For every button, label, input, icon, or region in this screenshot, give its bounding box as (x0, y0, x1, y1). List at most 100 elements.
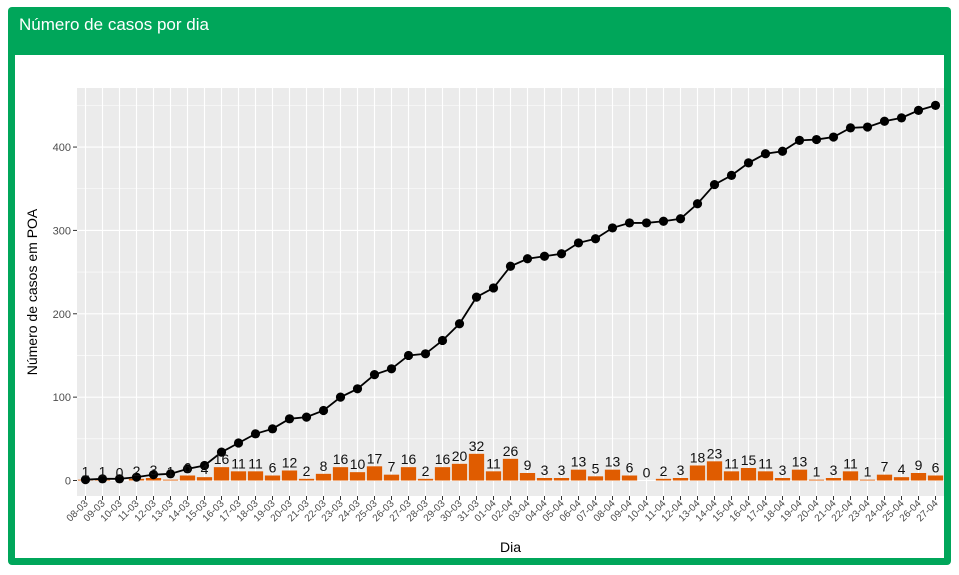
bar-label-25-03: 17 (367, 450, 383, 466)
bar-label-17-03: 11 (231, 455, 246, 471)
bar-label-16-04: 15 (741, 452, 757, 468)
bar-13-04 (689, 465, 706, 481)
y-tick-label: 200 (53, 309, 71, 321)
cumulative-point-18-03 (250, 429, 261, 439)
bar-16-04 (740, 467, 757, 481)
bar-label-31-03: 32 (469, 438, 485, 454)
bar-12-04 (672, 477, 689, 481)
cumulative-point-30-03 (454, 319, 465, 329)
bar-20-03 (281, 470, 298, 481)
cumulative-point-07-04 (590, 234, 601, 244)
cumulative-point-02-04 (505, 261, 516, 271)
bar-30-03 (451, 463, 468, 481)
bar-08-04 (604, 469, 621, 481)
bar-label-21-04: 3 (830, 462, 838, 478)
y-tick-label: 300 (53, 225, 71, 237)
bar-09-04 (621, 475, 638, 481)
bar-27-04 (927, 475, 944, 481)
bar-29-03 (434, 467, 451, 481)
bar-label-12-04: 3 (677, 462, 685, 478)
bar-label-18-04: 3 (779, 462, 787, 478)
bar-07-04 (587, 476, 604, 481)
bar-label-01-04: 11 (486, 455, 501, 471)
cumulative-point-11-03 (131, 472, 142, 482)
cumulative-point-15-03 (199, 460, 210, 471)
bar-label-20-04: 1 (813, 464, 821, 480)
bar-label-25-04: 4 (898, 461, 906, 477)
bar-label-21-03: 2 (303, 463, 311, 479)
bar-15-03 (196, 477, 213, 481)
cumulative-point-17-03 (233, 438, 244, 448)
bar-label-22-04: 11 (843, 455, 858, 471)
cumulative-point-25-04 (896, 113, 907, 123)
cumulative-point-05-04 (556, 249, 567, 259)
cumulative-point-06-04 (573, 238, 584, 248)
bar-label-14-04: 23 (707, 445, 723, 461)
bar-26-03 (383, 474, 400, 481)
bar-label-27-03: 16 (401, 451, 417, 467)
bar-label-12-03: 3 (150, 462, 158, 478)
cumulative-point-24-04 (879, 116, 890, 126)
cumulative-point-09-03 (97, 474, 108, 484)
bar-28-03 (417, 478, 434, 481)
bar-18-03 (247, 471, 264, 481)
cumulative-point-21-04 (828, 132, 839, 142)
bar-label-28-03: 2 (422, 463, 430, 479)
bar-27-03 (400, 467, 417, 481)
card-body: 0 100 200 300 400 1 1 0 2 3 1 6 4 16 11 11 6 12 2 8 16 10 17 7 1… (15, 55, 944, 558)
y-tick-label: 0 (65, 476, 71, 488)
bar-label-22-03: 8 (320, 458, 328, 474)
bar-17-04 (757, 471, 774, 481)
cumulative-point-25-03 (369, 370, 380, 380)
bar-label-03-04: 9 (524, 457, 532, 473)
bar-21-04 (825, 477, 842, 481)
cumulative-point-31-03 (471, 292, 482, 302)
cumulative-point-27-03 (403, 350, 414, 361)
bar-label-30-03: 20 (452, 448, 468, 464)
cumulative-point-24-03 (352, 384, 363, 394)
bar-17-03 (230, 471, 247, 481)
bar-label-24-03: 10 (350, 456, 366, 472)
bar-13-03 (162, 479, 179, 481)
bar-label-26-03: 7 (388, 459, 396, 475)
bar-02-04 (502, 458, 519, 481)
x-axis-title: Dia (500, 539, 521, 555)
bar-01-04 (485, 471, 502, 481)
bar-label-10-03: 0 (116, 465, 124, 481)
cumulative-point-21-03 (301, 412, 312, 422)
bar-label-09-04: 6 (626, 459, 634, 475)
bar-05-04 (553, 477, 570, 481)
bar-14-03 (179, 475, 196, 481)
cumulative-point-22-04 (845, 123, 856, 133)
bar-22-04 (842, 471, 859, 481)
bar-18-04 (774, 477, 791, 481)
bar-label-19-04: 13 (792, 454, 808, 470)
y-tick-label: 400 (53, 142, 71, 154)
cumulative-point-28-03 (420, 349, 431, 359)
bar-label-19-03: 6 (269, 459, 277, 475)
bar-label-02-04: 26 (503, 443, 519, 459)
cumulative-point-22-03 (318, 405, 329, 416)
bar-label-11-04: 2 (660, 463, 668, 479)
cumulative-point-04-04 (539, 251, 550, 261)
cumulative-point-15-04 (726, 170, 737, 181)
bar-25-04 (893, 477, 910, 481)
cumulative-point-26-04 (913, 105, 924, 115)
bar-label-10-04: 0 (643, 465, 651, 481)
cumulative-point-08-03 (80, 475, 91, 485)
bar-label-16-03: 16 (214, 451, 230, 467)
bar-11-04 (655, 478, 672, 481)
cumulative-point-27-04 (930, 100, 941, 110)
cumulative-point-18-04 (777, 146, 788, 156)
y-axis-title: Número de casos em POA (24, 208, 40, 375)
bar-19-03 (264, 475, 281, 481)
cumulative-point-10-04 (641, 218, 652, 228)
bar-24-04 (876, 474, 893, 481)
cumulative-point-23-04 (862, 122, 873, 132)
bar-label-17-04: 11 (758, 455, 773, 471)
cumulative-point-08-04 (607, 223, 618, 233)
cumulative-point-20-03 (284, 414, 295, 424)
bar-label-15-03: 4 (201, 461, 209, 477)
cumulative-point-29-03 (437, 335, 448, 346)
